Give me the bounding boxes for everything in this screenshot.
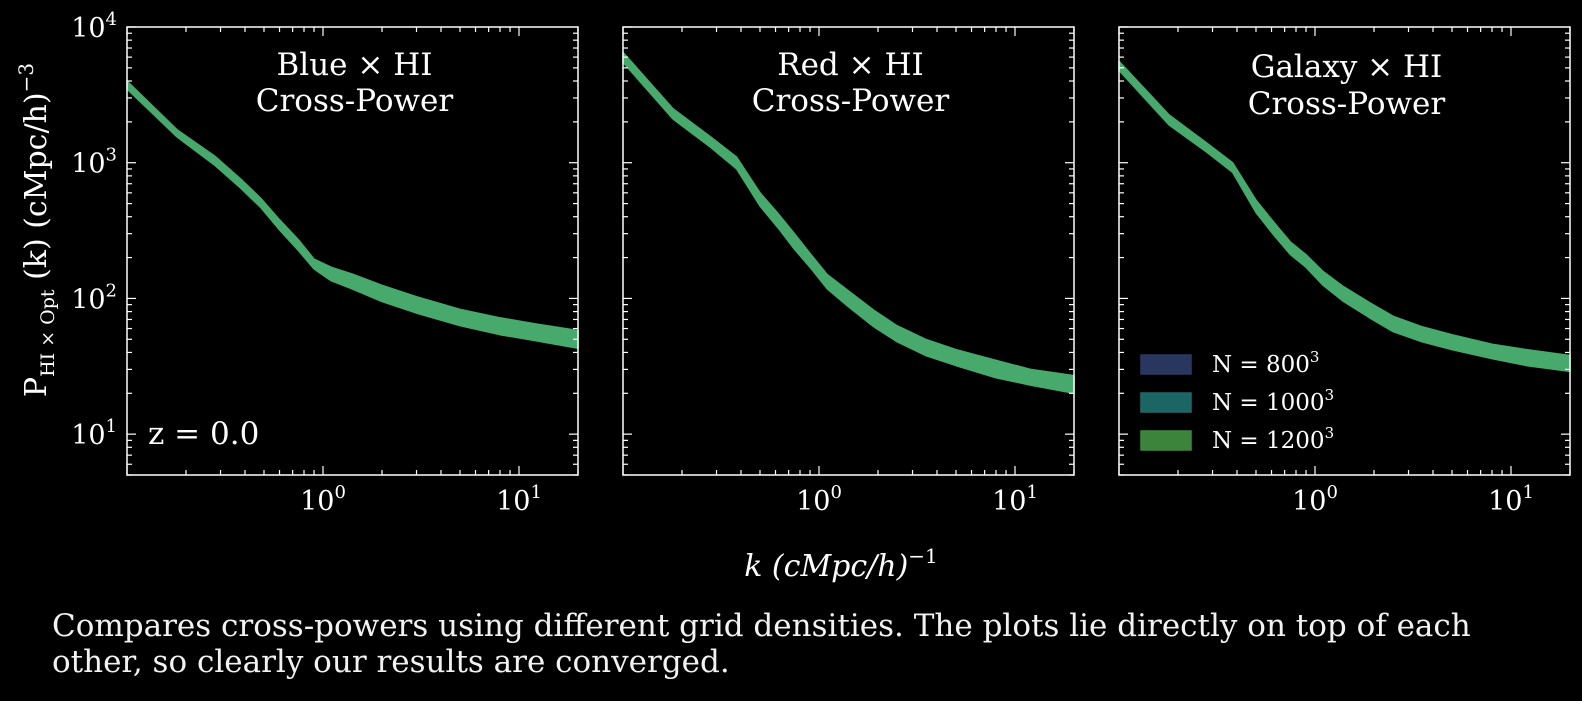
y-axis-label-exp: −3 — [14, 63, 38, 92]
legend-label: N = 10003 — [1212, 386, 1334, 416]
y-axis-label-main: P — [19, 377, 54, 397]
legend-label-exp: 3 — [1310, 348, 1320, 366]
legend-swatch — [1140, 354, 1192, 375]
y-tick-label-exp: 3 — [106, 145, 117, 166]
x-tick-label-exp: 1 — [1026, 482, 1037, 503]
x-tick-label: 100 — [1292, 482, 1338, 517]
x-tick-label-base: 10 — [300, 486, 334, 517]
axes-frame — [126, 26, 579, 476]
x-tick-label-base: 10 — [796, 486, 830, 517]
y-tick-label-exp: 1 — [106, 416, 117, 437]
legend-label: N = 8003 — [1212, 348, 1319, 378]
legend-label-exp: 3 — [1325, 424, 1335, 442]
panel-title: Blue × HI — [277, 47, 433, 83]
y-tick-label-exp: 4 — [106, 9, 117, 30]
y-tick-label-base: 10 — [71, 420, 105, 451]
x-tick-label-exp: 0 — [334, 482, 345, 503]
y-tick-label-base: 10 — [71, 284, 105, 315]
x-tick-label: 100 — [796, 482, 842, 517]
legend-label-base: N = 800 — [1212, 352, 1310, 378]
cross-power-band — [126, 80, 579, 349]
legend-swatch — [1140, 392, 1192, 413]
axes-frame — [1118, 26, 1571, 476]
legend-label-base: N = 1200 — [1212, 428, 1325, 454]
x-tick-label-exp: 0 — [1326, 482, 1337, 503]
y-axis-label: PHI × Opt (k) (cMpc/h)−3 — [14, 63, 59, 397]
panel-subtitle: Cross-Power — [752, 83, 950, 119]
x-tick-label-base: 10 — [496, 486, 530, 517]
legend-label-base: N = 1000 — [1212, 390, 1325, 416]
panel-title: Galaxy × HI — [1251, 49, 1443, 85]
y-axis-label-rest: (k) (cMpc/h) — [19, 92, 54, 289]
x-tick-label: 101 — [496, 482, 542, 517]
x-tick-label-exp: 1 — [530, 482, 541, 503]
axes-frame — [622, 26, 1075, 476]
y-tick-label: 104 — [71, 9, 117, 44]
legend-label: N = 12003 — [1212, 424, 1334, 454]
y-tick-label-base: 10 — [71, 13, 105, 44]
panel-title: Red × HI — [777, 47, 924, 83]
panel-subtitle: Cross-Power — [1248, 86, 1446, 122]
x-tick-label-base: 10 — [1488, 486, 1522, 517]
x-tick-label-base: 10 — [1292, 486, 1326, 517]
figure-caption: Compares cross-powers using different gr… — [52, 608, 1471, 680]
x-axis-label-main: k (cMpc/h) — [744, 549, 908, 584]
legend-label-exp: 3 — [1325, 386, 1335, 404]
x-tick-label-exp: 0 — [830, 482, 841, 503]
x-axis-label: k (cMpc/h)−1 — [744, 544, 938, 584]
x-tick-label: 100 — [300, 482, 346, 517]
y-tick-label: 103 — [71, 145, 117, 180]
panel-subtitle: Cross-Power — [256, 83, 454, 119]
y-tick-label: 101 — [71, 416, 117, 451]
y-axis-label-sub: HI × Opt — [37, 289, 59, 377]
x-tick-label: 101 — [1488, 482, 1534, 517]
x-tick-label: 101 — [992, 482, 1038, 517]
x-tick-label-base: 10 — [992, 486, 1026, 517]
y-tick-label-base: 10 — [71, 149, 105, 180]
redshift-label: z = 0.0 — [148, 416, 259, 452]
x-tick-label-exp: 1 — [1522, 482, 1533, 503]
legend-swatch — [1140, 430, 1192, 451]
y-tick-label-exp: 2 — [106, 280, 117, 301]
y-tick-label: 102 — [71, 280, 117, 315]
x-axis-label-exp: −1 — [908, 544, 937, 568]
